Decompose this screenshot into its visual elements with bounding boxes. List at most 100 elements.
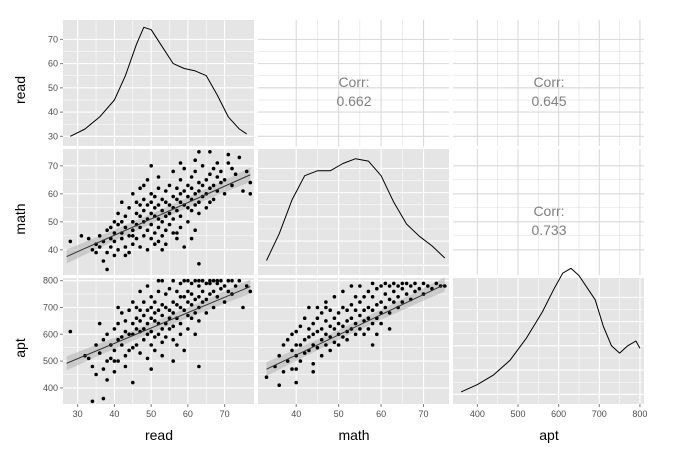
scatter-point — [226, 161, 231, 165]
scatter-point — [160, 234, 164, 238]
x-tick-label: 60 — [183, 409, 193, 419]
scatter-point — [167, 222, 172, 227]
scatter-point — [277, 383, 282, 388]
x-tick-label: 800 — [632, 409, 647, 419]
scatter-point — [145, 203, 150, 207]
scatter-point — [131, 242, 135, 246]
scatter-point — [142, 300, 146, 304]
scatter-point — [189, 208, 194, 213]
scatter-point — [94, 343, 98, 347]
scatter-point — [186, 300, 190, 304]
x-tick-label: 600 — [551, 409, 566, 419]
scatter-point — [153, 311, 157, 315]
scatter-point — [379, 300, 383, 304]
scatter-point — [175, 208, 179, 213]
scatter-point — [131, 300, 135, 304]
scatter-point — [101, 396, 106, 401]
scatter-point — [404, 281, 409, 286]
x-axis-label-math: math — [338, 427, 369, 443]
scatter-point — [171, 359, 175, 363]
scatter-point — [164, 335, 168, 339]
scatter-point — [160, 248, 164, 252]
scatter-point — [156, 175, 161, 179]
scatter-point — [197, 295, 201, 299]
scatter-point — [79, 234, 84, 238]
scatter-point — [302, 316, 307, 321]
scatter-point — [116, 248, 120, 252]
scatter-point — [153, 242, 157, 246]
scatter-point — [222, 178, 227, 182]
scatter-point — [112, 359, 117, 363]
scatter-point — [175, 197, 179, 202]
y-tick-label: 60 — [48, 59, 58, 69]
y-tick-label: 40 — [48, 245, 58, 255]
scatter-point — [156, 217, 161, 221]
panel-apt-math — [258, 277, 449, 404]
scatter-point — [116, 222, 120, 227]
scatter-point — [197, 180, 201, 185]
scatter-point — [285, 337, 290, 342]
scatter-point — [426, 284, 430, 288]
scatter-point — [178, 161, 183, 165]
scatter-point — [341, 289, 345, 294]
scatter-point — [319, 311, 324, 315]
scatter-point — [200, 278, 205, 283]
scatter-point — [131, 220, 135, 224]
x-tick-label: 50 — [334, 409, 344, 419]
scatter-point — [311, 343, 316, 347]
scatter-point — [171, 300, 175, 304]
scatter-point — [328, 348, 333, 353]
scatter-point — [138, 289, 142, 294]
scatter-point — [90, 248, 95, 252]
scatter-point — [244, 169, 249, 174]
scatter-point — [123, 253, 128, 258]
scatter-point — [358, 327, 362, 331]
scatter-point — [396, 295, 400, 299]
scatter-point — [211, 197, 216, 202]
scatter-point — [341, 335, 345, 339]
scatter-point — [315, 345, 320, 350]
scatter-point — [109, 245, 113, 249]
scatter-point — [370, 321, 375, 326]
scatter-point — [138, 245, 142, 249]
scatter-point — [208, 150, 212, 154]
scatter-point — [164, 292, 168, 296]
scatter-point — [153, 194, 157, 199]
scatter-point — [149, 222, 153, 227]
scatter-point — [307, 335, 311, 339]
scatter-point — [413, 281, 417, 286]
scatter-point — [366, 305, 371, 310]
scatter-point — [120, 200, 124, 204]
scatter-point — [298, 359, 303, 363]
scatter-point — [178, 332, 183, 337]
y-tick-label: 40 — [48, 107, 58, 117]
scatter-point — [189, 175, 194, 179]
y-tick-label: 70 — [48, 161, 58, 171]
scatter-point — [208, 200, 212, 204]
scatter-point — [193, 311, 197, 315]
scatter-point — [211, 278, 216, 283]
scatter-point — [328, 324, 333, 329]
scatter-point — [281, 370, 286, 374]
scatter-point — [294, 367, 299, 371]
scatter-point — [116, 359, 120, 363]
scatter-point — [145, 332, 150, 337]
scatter-point — [156, 239, 161, 244]
scatter-point — [370, 295, 375, 299]
scatter-point — [164, 305, 168, 310]
scatter-point — [211, 183, 216, 188]
scatter-point — [120, 220, 124, 224]
scatter-point — [215, 175, 220, 179]
scatter-point — [160, 278, 164, 283]
scatter-point — [366, 327, 371, 331]
scatter-point — [332, 295, 337, 299]
scatter-point — [175, 236, 179, 241]
scatter-point — [178, 295, 183, 299]
scatter-point — [315, 316, 320, 321]
scatter-point — [138, 214, 142, 218]
y-axis-label-math: math — [12, 203, 28, 234]
scatter-point — [349, 303, 354, 307]
scatter-point — [131, 380, 135, 385]
scatter-point — [171, 169, 175, 174]
scatter-point — [97, 234, 102, 238]
